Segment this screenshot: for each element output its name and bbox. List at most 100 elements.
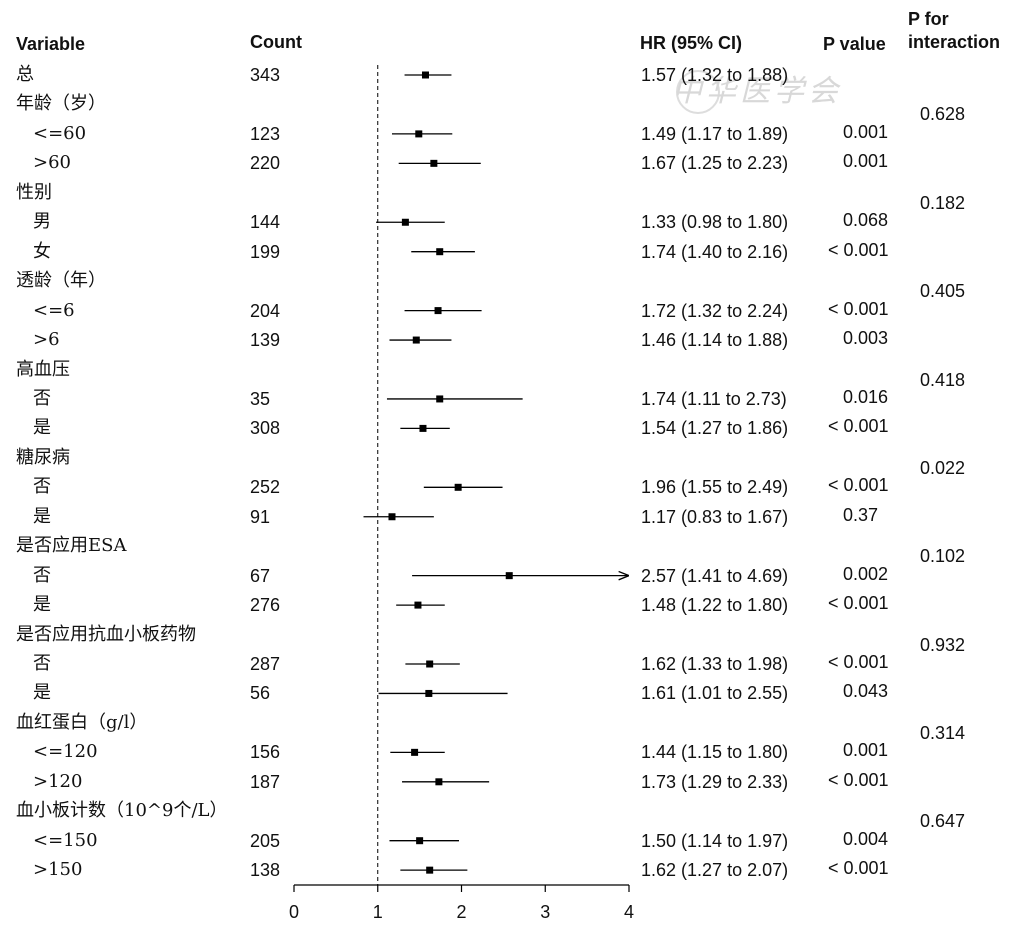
p-value: 0.001: [843, 740, 889, 761]
p-interaction-value: 0.405: [920, 281, 966, 302]
count-value: 67: [250, 565, 271, 586]
group-label: 性别: [16, 181, 52, 203]
count-value: 199: [250, 241, 281, 262]
p-value: < 0.001: [828, 769, 889, 790]
hr-point: [436, 395, 444, 403]
count-value: 205: [250, 830, 281, 851]
subgroup-label: >120: [33, 770, 83, 792]
header-pinteraction-line1: P for: [908, 9, 949, 29]
subgroup-label: >6: [33, 329, 60, 351]
count-value: 276: [250, 595, 281, 616]
hr-ci-value: 1.74 (1.11 to 2.73): [641, 388, 787, 409]
p-value: < 0.001: [828, 475, 889, 496]
subgroup-label: 是: [33, 505, 51, 527]
p-value: 0.001: [843, 121, 889, 142]
hr-point: [415, 130, 423, 138]
p-value: 0.003: [843, 328, 889, 349]
p-interaction-value: 0.022: [920, 457, 966, 478]
p-value: < 0.001: [828, 858, 889, 879]
hr-point: [414, 601, 422, 609]
hr-point: [505, 572, 513, 580]
subgroup-label: 男: [33, 211, 51, 233]
x-tick-label: 1: [372, 902, 383, 922]
hr-ci-value: 1.96 (1.55 to 2.49): [641, 477, 789, 498]
watermark-text: 中华医学会: [672, 74, 842, 109]
x-tick-label: 2: [456, 902, 467, 922]
hr-ci-value: 1.57 (1.32 to 1.88): [641, 65, 789, 85]
p-value: 0.068: [843, 210, 889, 231]
hr-ci-value: 1.48 (1.22 to 1.80): [641, 595, 789, 616]
p-value: < 0.001: [828, 239, 889, 260]
x-tick-label: 4: [624, 902, 635, 922]
hr-point: [411, 748, 419, 756]
hr-point: [401, 218, 409, 226]
subgroup-label: 否: [33, 653, 51, 674]
group-label: 是否应用ESA: [16, 535, 127, 557]
header-variable: Variable: [16, 34, 86, 54]
hr-point: [388, 513, 396, 521]
count-value: 220: [250, 153, 281, 174]
hr-point: [435, 778, 443, 786]
subgroup-label: 否: [33, 387, 51, 409]
hr-ci-value: 1.33 (0.98 to 1.80): [641, 212, 789, 233]
hr-point: [426, 866, 434, 874]
hr-point: [454, 483, 462, 491]
hr-ci-value: 1.46 (1.14 to 1.88): [641, 330, 789, 351]
subgroup-label: <=150: [33, 829, 98, 851]
count-value: 91: [250, 506, 271, 527]
group-label: 年龄（岁）: [16, 93, 106, 115]
hr-ci-value: 1.74 (1.40 to 2.16): [641, 241, 789, 262]
subgroup-label: 是: [33, 417, 51, 439]
p-value: < 0.001: [828, 593, 889, 614]
x-tick-label: 3: [540, 902, 551, 922]
subgroup-label: >150: [33, 859, 83, 881]
group-label: 高血压: [16, 358, 70, 380]
hr-ci-value: 1.44 (1.15 to 1.80): [641, 742, 789, 763]
p-interaction-value: 0.314: [920, 722, 966, 743]
hr-ci-value: 2.57 (1.41 to 4.69): [641, 565, 789, 586]
hr-point: [421, 71, 429, 79]
hr-ci-value: 1.50 (1.14 to 1.97): [641, 830, 789, 851]
subgroup-label: <=6: [33, 299, 75, 321]
count-value: 35: [250, 388, 271, 409]
hr-point: [430, 159, 438, 167]
p-value: < 0.001: [828, 652, 889, 672]
group-label: 糖尿病: [16, 446, 70, 468]
count-value: 287: [250, 654, 281, 674]
count-value: 56: [250, 683, 271, 704]
hr-ci-value: 1.62 (1.33 to 1.98): [641, 654, 789, 674]
count-value: 139: [250, 330, 281, 351]
p-value: 0.001: [843, 151, 889, 172]
subgroup-label: >60: [33, 152, 71, 174]
subgroup-label: 女: [33, 240, 51, 262]
count-value: 343: [250, 65, 281, 85]
group-label: 是否应用抗血小板药物: [16, 623, 196, 645]
p-interaction-value: 0.182: [920, 192, 966, 213]
hr-ci-value: 1.72 (1.32 to 2.24): [641, 300, 789, 321]
hr-point: [426, 660, 434, 668]
group-label: 透龄（年）: [16, 270, 106, 292]
hr-point: [425, 689, 433, 697]
p-value: < 0.001: [828, 416, 889, 437]
group-label: 总: [16, 64, 34, 85]
hr-point: [416, 837, 424, 845]
hr-point: [434, 307, 442, 315]
p-value: 0.37: [843, 504, 879, 525]
subgroup-label: 是: [33, 682, 51, 704]
hr-point: [412, 336, 420, 344]
count-value: 138: [250, 860, 281, 881]
p-interaction-value: 0.932: [920, 634, 966, 655]
hr-ci-value: 1.54 (1.27 to 1.86): [641, 418, 789, 439]
hr-ci-value: 1.73 (1.29 to 2.33): [641, 771, 789, 792]
p-value: < 0.001: [828, 298, 889, 319]
p-interaction-value: 0.102: [920, 546, 966, 567]
count-value: 187: [250, 771, 281, 792]
count-value: 156: [250, 742, 281, 763]
subgroup-label: 否: [33, 564, 51, 586]
count-value: 123: [250, 123, 281, 144]
header-pvalue: P value: [823, 34, 886, 54]
count-value: 252: [250, 477, 281, 498]
subgroup-label: 是: [33, 594, 51, 616]
subgroup-label: 否: [33, 476, 51, 498]
